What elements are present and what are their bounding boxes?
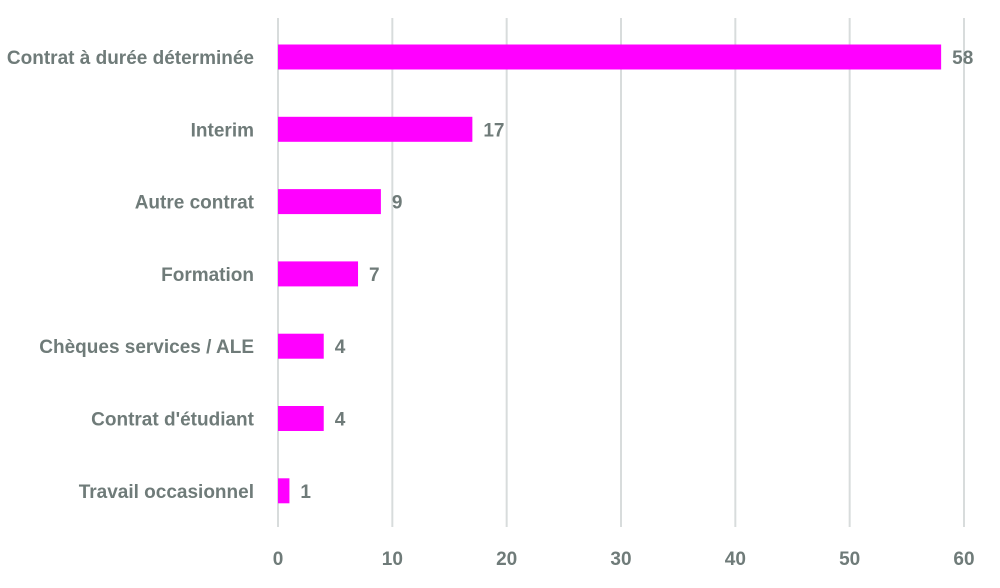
- bar: [278, 189, 381, 215]
- category-label: Autre contrat: [135, 193, 255, 214]
- value-label: 7: [369, 265, 380, 286]
- x-axis-tick-labels: 0 10 20 30 40 50 60: [273, 549, 975, 570]
- category-label: Interim: [191, 120, 254, 141]
- gridlines: [277, 18, 965, 527]
- value-labels: 58 17 9 7 4 4 1: [300, 48, 973, 503]
- category-label: Contrat d'étudiant: [91, 410, 255, 431]
- x-tick-label: 20: [496, 549, 517, 570]
- value-label: 9: [392, 193, 403, 214]
- bars: [278, 44, 942, 504]
- x-tick-label: 50: [839, 549, 860, 570]
- bar: [278, 333, 324, 359]
- bar: [278, 406, 324, 431]
- category-labels: Contrat à durée déterminée Interim Autre c…: [7, 48, 255, 503]
- category-label: Contrat à durée déterminée: [7, 48, 254, 69]
- category-label: Chèques services / ALE: [39, 337, 254, 358]
- bar: [278, 44, 942, 70]
- value-label: 58: [952, 48, 973, 69]
- value-label: 1: [300, 482, 311, 503]
- category-label: Travail occasionnel: [79, 482, 254, 503]
- x-tick-label: 40: [725, 549, 746, 570]
- x-tick-label: 0: [273, 549, 284, 570]
- value-label: 4: [335, 337, 346, 358]
- value-label: 4: [335, 410, 346, 431]
- x-tick-label: 10: [382, 549, 403, 570]
- value-label: 17: [483, 120, 504, 141]
- category-label: Formation: [161, 265, 254, 286]
- bar: [278, 116, 473, 142]
- x-tick-label: 60: [953, 549, 974, 570]
- bar: [278, 478, 290, 504]
- bar: [278, 261, 359, 287]
- x-tick-label: 30: [610, 549, 631, 570]
